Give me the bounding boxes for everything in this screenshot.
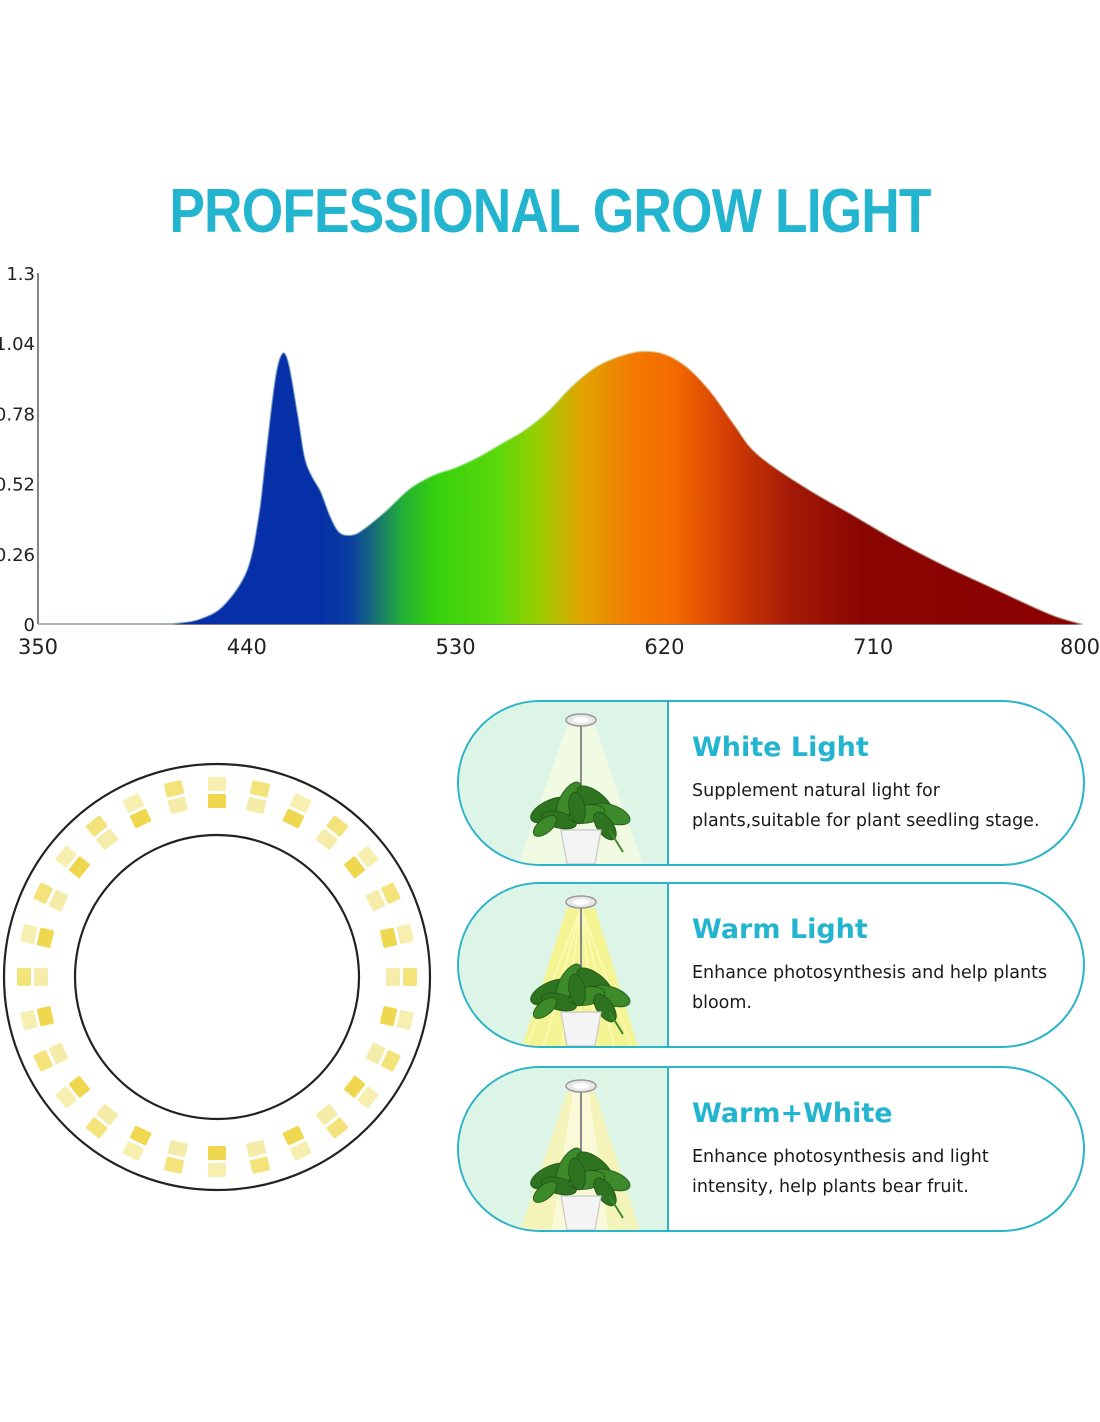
led-chip (55, 1075, 90, 1109)
y-tick-label: 0.78 (0, 404, 35, 425)
y-tick-label: 0.26 (0, 545, 35, 566)
x-tick-label: 350 (18, 635, 58, 659)
y-tick-label: 0 (24, 615, 35, 636)
mode-card-warm: Warm Light Enhance photosynthesis and he… (457, 882, 1085, 1048)
mode-title: Warm+White (692, 1098, 893, 1129)
led-chip (380, 1006, 414, 1030)
led-chip (365, 882, 401, 912)
led-chip (20, 924, 54, 948)
mode-description: Enhance photosynthesis and light intensi… (692, 1147, 989, 1197)
led-chip (380, 924, 414, 948)
led-chip (344, 1075, 379, 1109)
led-chip (282, 1125, 312, 1161)
led-chip (164, 780, 188, 814)
led-chip (17, 968, 48, 986)
mode-description: Supplement natural light for plants,suit… (692, 781, 1040, 831)
x-tick-label: 800 (1060, 635, 1100, 659)
led-chip (122, 793, 152, 829)
led-chip (282, 793, 312, 829)
x-tick-label: 530 (436, 635, 476, 659)
led-chip (386, 968, 417, 986)
y-tick-label: 1.04 (0, 334, 35, 355)
x-tick-label: 710 (853, 635, 893, 659)
spectrum-area (38, 351, 1082, 624)
plant-lamp-image (459, 884, 669, 1046)
led-chip (344, 845, 379, 879)
x-axis-ticks: 350 440 530 620 710 800 (18, 635, 1100, 659)
x-tick-label: 620 (644, 635, 684, 659)
y-tick-label: 0.52 (0, 475, 35, 496)
plant-lamp-image (459, 1068, 669, 1230)
led-chip (164, 1140, 188, 1174)
plant-lamp-white-icon (518, 713, 643, 864)
led-chip (85, 1104, 119, 1139)
led-chip (365, 1042, 401, 1072)
led-chip (20, 1006, 54, 1030)
led-chip (85, 815, 119, 850)
led-chip (208, 777, 226, 808)
plant-lamp-mixed-icon (520, 1079, 640, 1230)
led-chips (17, 777, 417, 1177)
led-chip (315, 815, 349, 850)
led-chip (208, 1146, 226, 1177)
mode-description: Enhance photosynthesis and help plants b… (692, 963, 1048, 1013)
led-chip (55, 845, 90, 879)
mode-card-white: White Light Supplement natural light for… (457, 700, 1085, 866)
spectrum-chart: 350 440 530 620 710 800 0 0.26 0.52 0.78 1.04 1.3 (0, 264, 1100, 659)
mode-title: Warm Light (692, 914, 868, 945)
mode-title: White Light (692, 732, 869, 763)
page-title: PROFESSIONAL GROW LIGHT (169, 177, 931, 246)
spectrum-line (38, 350, 1083, 625)
led-chip (246, 1140, 270, 1174)
led-ring-diagram (2, 762, 432, 1192)
y-tick-label: 1.3 (6, 264, 35, 285)
x-tick-label: 440 (227, 635, 267, 659)
led-chip (246, 780, 270, 814)
led-chip (122, 1125, 152, 1161)
plant-lamp-image (459, 702, 669, 864)
mode-card-warm-white: Warm+White Enhance photosynthesis and li… (457, 1066, 1085, 1232)
plant-lamp-warm-icon (522, 895, 638, 1046)
y-axis-ticks: 0 0.26 0.52 0.78 1.04 1.3 (0, 264, 35, 636)
led-chip (33, 882, 69, 912)
led-chip (315, 1104, 349, 1139)
led-chip (33, 1042, 69, 1072)
led-ring-inner-edge (73, 833, 361, 1121)
